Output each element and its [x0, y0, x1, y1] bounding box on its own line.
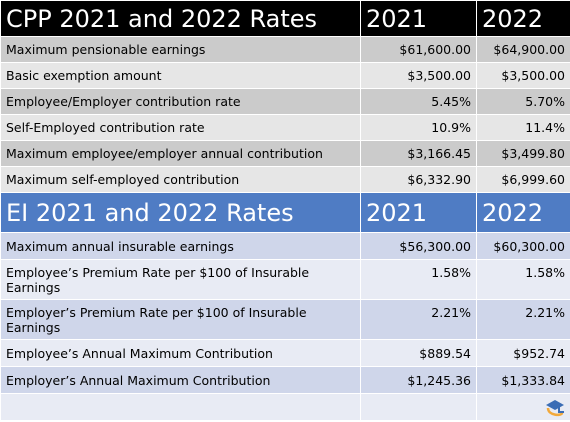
value-2022: $60,300.00: [476, 232, 570, 260]
value-2021: $61,600.00: [360, 36, 477, 63]
row-label: Maximum pensionable earnings: [0, 36, 361, 63]
ei-col-2021: 2021: [360, 192, 477, 233]
row-label: Basic exemption amount: [0, 62, 361, 89]
cpp-row-max-self-employed: Maximum self-employed contribution $6,33…: [0, 166, 570, 193]
row-label: Employer’s Premium Rate per $100 of Insu…: [0, 299, 361, 340]
row-label: Maximum annual insurable earnings: [0, 232, 361, 260]
value-2022: $952.74: [476, 339, 570, 367]
value-2021: $3,500.00: [360, 62, 477, 89]
row-label: [0, 393, 361, 421]
ei-row-employer-premium: Employer’s Premium Rate per $100 of Insu…: [0, 299, 570, 340]
ei-col-2022: 2022: [476, 192, 570, 233]
row-label: Employee’s Annual Maximum Contribution: [0, 339, 361, 367]
cpp-row-self-employed-rate: Self-Employed contribution rate 10.9% 11…: [0, 114, 570, 141]
ei-row-employee-max: Employee’s Annual Maximum Contribution $…: [0, 339, 570, 367]
cpp-row-contribution-rate: Employee/Employer contribution rate 5.45…: [0, 88, 570, 115]
brand-logo-icon: [546, 400, 564, 417]
cpp-row-max-pensionable: Maximum pensionable earnings $61,600.00 …: [0, 36, 570, 63]
value-2021: 10.9%: [360, 114, 477, 141]
value-2021: $1,245.36: [360, 366, 477, 394]
ei-header-row: EI 2021 and 2022 Rates 2021 2022: [0, 192, 570, 233]
value-2022: $6,999.60: [476, 166, 570, 193]
ei-row-empty: [0, 393, 570, 421]
value-2021: $3,166.45: [360, 140, 477, 167]
value-2021: 1.58%: [360, 259, 477, 300]
value-2022: $64,900.00: [476, 36, 570, 63]
value-2021: $56,300.00: [360, 232, 477, 260]
value-2022: 11.4%: [476, 114, 570, 141]
value-2022: $3,500.00: [476, 62, 570, 89]
row-label: Maximum self-employed contribution: [0, 166, 361, 193]
value-2022: 1.58%: [476, 259, 570, 300]
row-label: Employee/Employer contribution rate: [0, 88, 361, 115]
value-2021: $6,332.90: [360, 166, 477, 193]
cpp-col-2021: 2021: [360, 0, 477, 37]
value-2022: 2.21%: [476, 299, 570, 340]
cpp-col-2022: 2022: [476, 0, 570, 37]
value-2021: [360, 393, 477, 421]
row-label: Employer’s Annual Maximum Contribution: [0, 366, 361, 394]
value-2022: $3,499.80: [476, 140, 570, 167]
ei-row-employer-max: Employer’s Annual Maximum Contribution $…: [0, 366, 570, 394]
ei-title: EI 2021 and 2022 Rates: [0, 192, 361, 233]
cpp-title: CPP 2021 and 2022 Rates: [0, 0, 361, 37]
row-label: Self-Employed contribution rate: [0, 114, 361, 141]
value-2021: $889.54: [360, 339, 477, 367]
cpp-row-max-annual-contribution: Maximum employee/employer annual contrib…: [0, 140, 570, 167]
cpp-header-row: CPP 2021 and 2022 Rates 2021 2022: [0, 0, 570, 37]
value-2022: 5.70%: [476, 88, 570, 115]
ei-row-max-insurable: Maximum annual insurable earnings $56,30…: [0, 232, 570, 260]
cpp-row-basic-exemption: Basic exemption amount $3,500.00 $3,500.…: [0, 62, 570, 89]
value-2021: 2.21%: [360, 299, 477, 340]
ei-row-employee-premium: Employee’s Premium Rate per $100 of Insu…: [0, 259, 570, 300]
value-2022: $1,333.84: [476, 366, 570, 394]
value-2021: 5.45%: [360, 88, 477, 115]
row-label: Maximum employee/employer annual contrib…: [0, 140, 361, 167]
row-label: Employee’s Premium Rate per $100 of Insu…: [0, 259, 361, 300]
